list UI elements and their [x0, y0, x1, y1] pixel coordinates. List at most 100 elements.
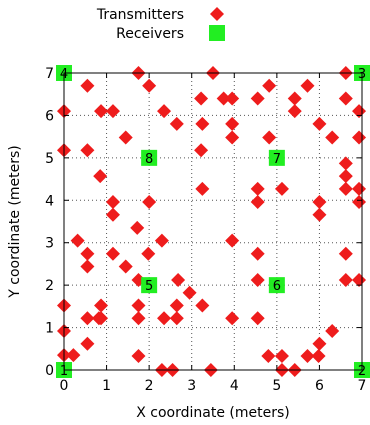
y-tick-label: 2	[45, 278, 54, 294]
transmitter-point	[352, 273, 367, 288]
transmitter-point	[105, 246, 120, 261]
transmitter-point	[80, 143, 95, 158]
transmitter-point	[274, 181, 289, 196]
x-tick-label: 2	[145, 378, 154, 394]
transmitter-point	[66, 348, 81, 363]
receiver-point	[268, 149, 285, 166]
transmitter-point	[80, 246, 95, 261]
transmitter-point	[94, 298, 109, 313]
x-axis-label: X coordinate (meters)	[136, 405, 290, 421]
transmitter-point	[338, 181, 353, 196]
transmitter-point	[154, 233, 169, 248]
transmitter-point	[169, 298, 184, 313]
y-tick-label: 5	[45, 151, 54, 167]
transmitter-point	[118, 259, 133, 274]
x-tick-label: 1	[102, 378, 111, 394]
transmitter-point	[287, 104, 302, 119]
x-tick-label: 3	[187, 378, 196, 394]
transmitter-point	[312, 207, 327, 222]
y-axis-label: Y coordinate (meters)	[7, 145, 23, 298]
transmitter-point	[261, 348, 276, 363]
transmitter-point	[352, 130, 367, 145]
x-tick-label: 4	[230, 378, 239, 394]
transmitter-point	[262, 130, 277, 145]
transmitter-point	[195, 181, 210, 196]
receiver-label: 8	[145, 152, 153, 167]
transmitter-point	[157, 311, 172, 326]
transmitter-point	[118, 130, 133, 145]
transmitter-point	[225, 311, 240, 326]
transmitter-point	[80, 311, 95, 326]
legend: Transmitters Receivers	[96, 7, 225, 42]
transmitter-point	[325, 130, 340, 145]
receiver-point	[141, 149, 158, 166]
receiver-label: 5	[145, 279, 153, 294]
transmitter-point	[142, 194, 157, 209]
transmitter-point	[250, 246, 265, 261]
transmitter-point	[70, 233, 85, 248]
transmitter-point	[171, 273, 186, 288]
transmitter-point	[338, 246, 353, 261]
transmitter-point	[225, 233, 240, 248]
transmitter-point	[157, 104, 172, 119]
x-tick-label: 6	[315, 378, 324, 394]
plot-frame	[63, 72, 363, 371]
transmitter-point	[105, 194, 120, 209]
transmitter-point	[338, 91, 353, 106]
transmitter-point	[80, 336, 95, 351]
receiver-point	[141, 277, 158, 294]
y-tick-label: 6	[45, 108, 54, 124]
x-tick-label: 5	[272, 378, 281, 394]
legend-transmitters-label: Transmitters	[96, 7, 184, 23]
grid-lines	[64, 73, 362, 370]
receiver-point	[268, 277, 285, 294]
transmitter-point	[141, 246, 156, 261]
transmitter-point	[131, 348, 146, 363]
transmitter-point	[250, 91, 265, 106]
y-tick-label: 0	[45, 363, 54, 379]
transmitter-point	[311, 348, 326, 363]
transmitter-point	[142, 78, 157, 93]
transmitter-point	[352, 181, 367, 196]
transmitter-point	[338, 169, 353, 184]
transmitter-point	[93, 169, 108, 184]
transmitter-point	[262, 78, 277, 93]
transmitter-point	[94, 104, 109, 119]
transmitter-point	[194, 143, 209, 158]
transmitter-point	[312, 194, 327, 209]
receiver-label: 1	[60, 364, 68, 379]
y-tick-label: 3	[45, 236, 54, 252]
receiver-label: 2	[358, 364, 366, 379]
transmitter-point	[80, 78, 95, 93]
x-tick-label: 0	[60, 378, 69, 394]
transmitter-point	[225, 116, 240, 131]
transmitter-point	[195, 116, 210, 131]
transmitter-point	[105, 207, 120, 222]
transmitter-point	[225, 91, 240, 106]
y-tick-label: 4	[45, 193, 54, 209]
y-tick-label: 7	[45, 66, 54, 82]
legend-transmitter-marker	[210, 7, 224, 21]
transmitter-point	[80, 259, 95, 274]
transmitter-point	[169, 311, 184, 326]
transmitter-point	[352, 194, 367, 209]
transmitter-point	[195, 298, 210, 313]
transmitter-point	[338, 156, 353, 171]
transmitter-point	[250, 181, 265, 196]
transmitter-point	[325, 323, 340, 338]
transmitter-point	[250, 194, 265, 209]
transmitter-markers	[57, 66, 367, 377]
transmitter-point	[194, 91, 209, 106]
receiver-label: 6	[273, 279, 281, 294]
transmitter-point	[338, 273, 353, 288]
transmitter-point	[312, 116, 327, 131]
x-tick-label: 7	[358, 378, 367, 394]
transmitter-point	[216, 91, 231, 106]
transmitter-point	[131, 298, 146, 313]
transmitter-point	[352, 104, 367, 119]
transmitter-point	[300, 78, 315, 93]
transmitter-point	[300, 348, 315, 363]
transmitter-point	[250, 311, 265, 326]
